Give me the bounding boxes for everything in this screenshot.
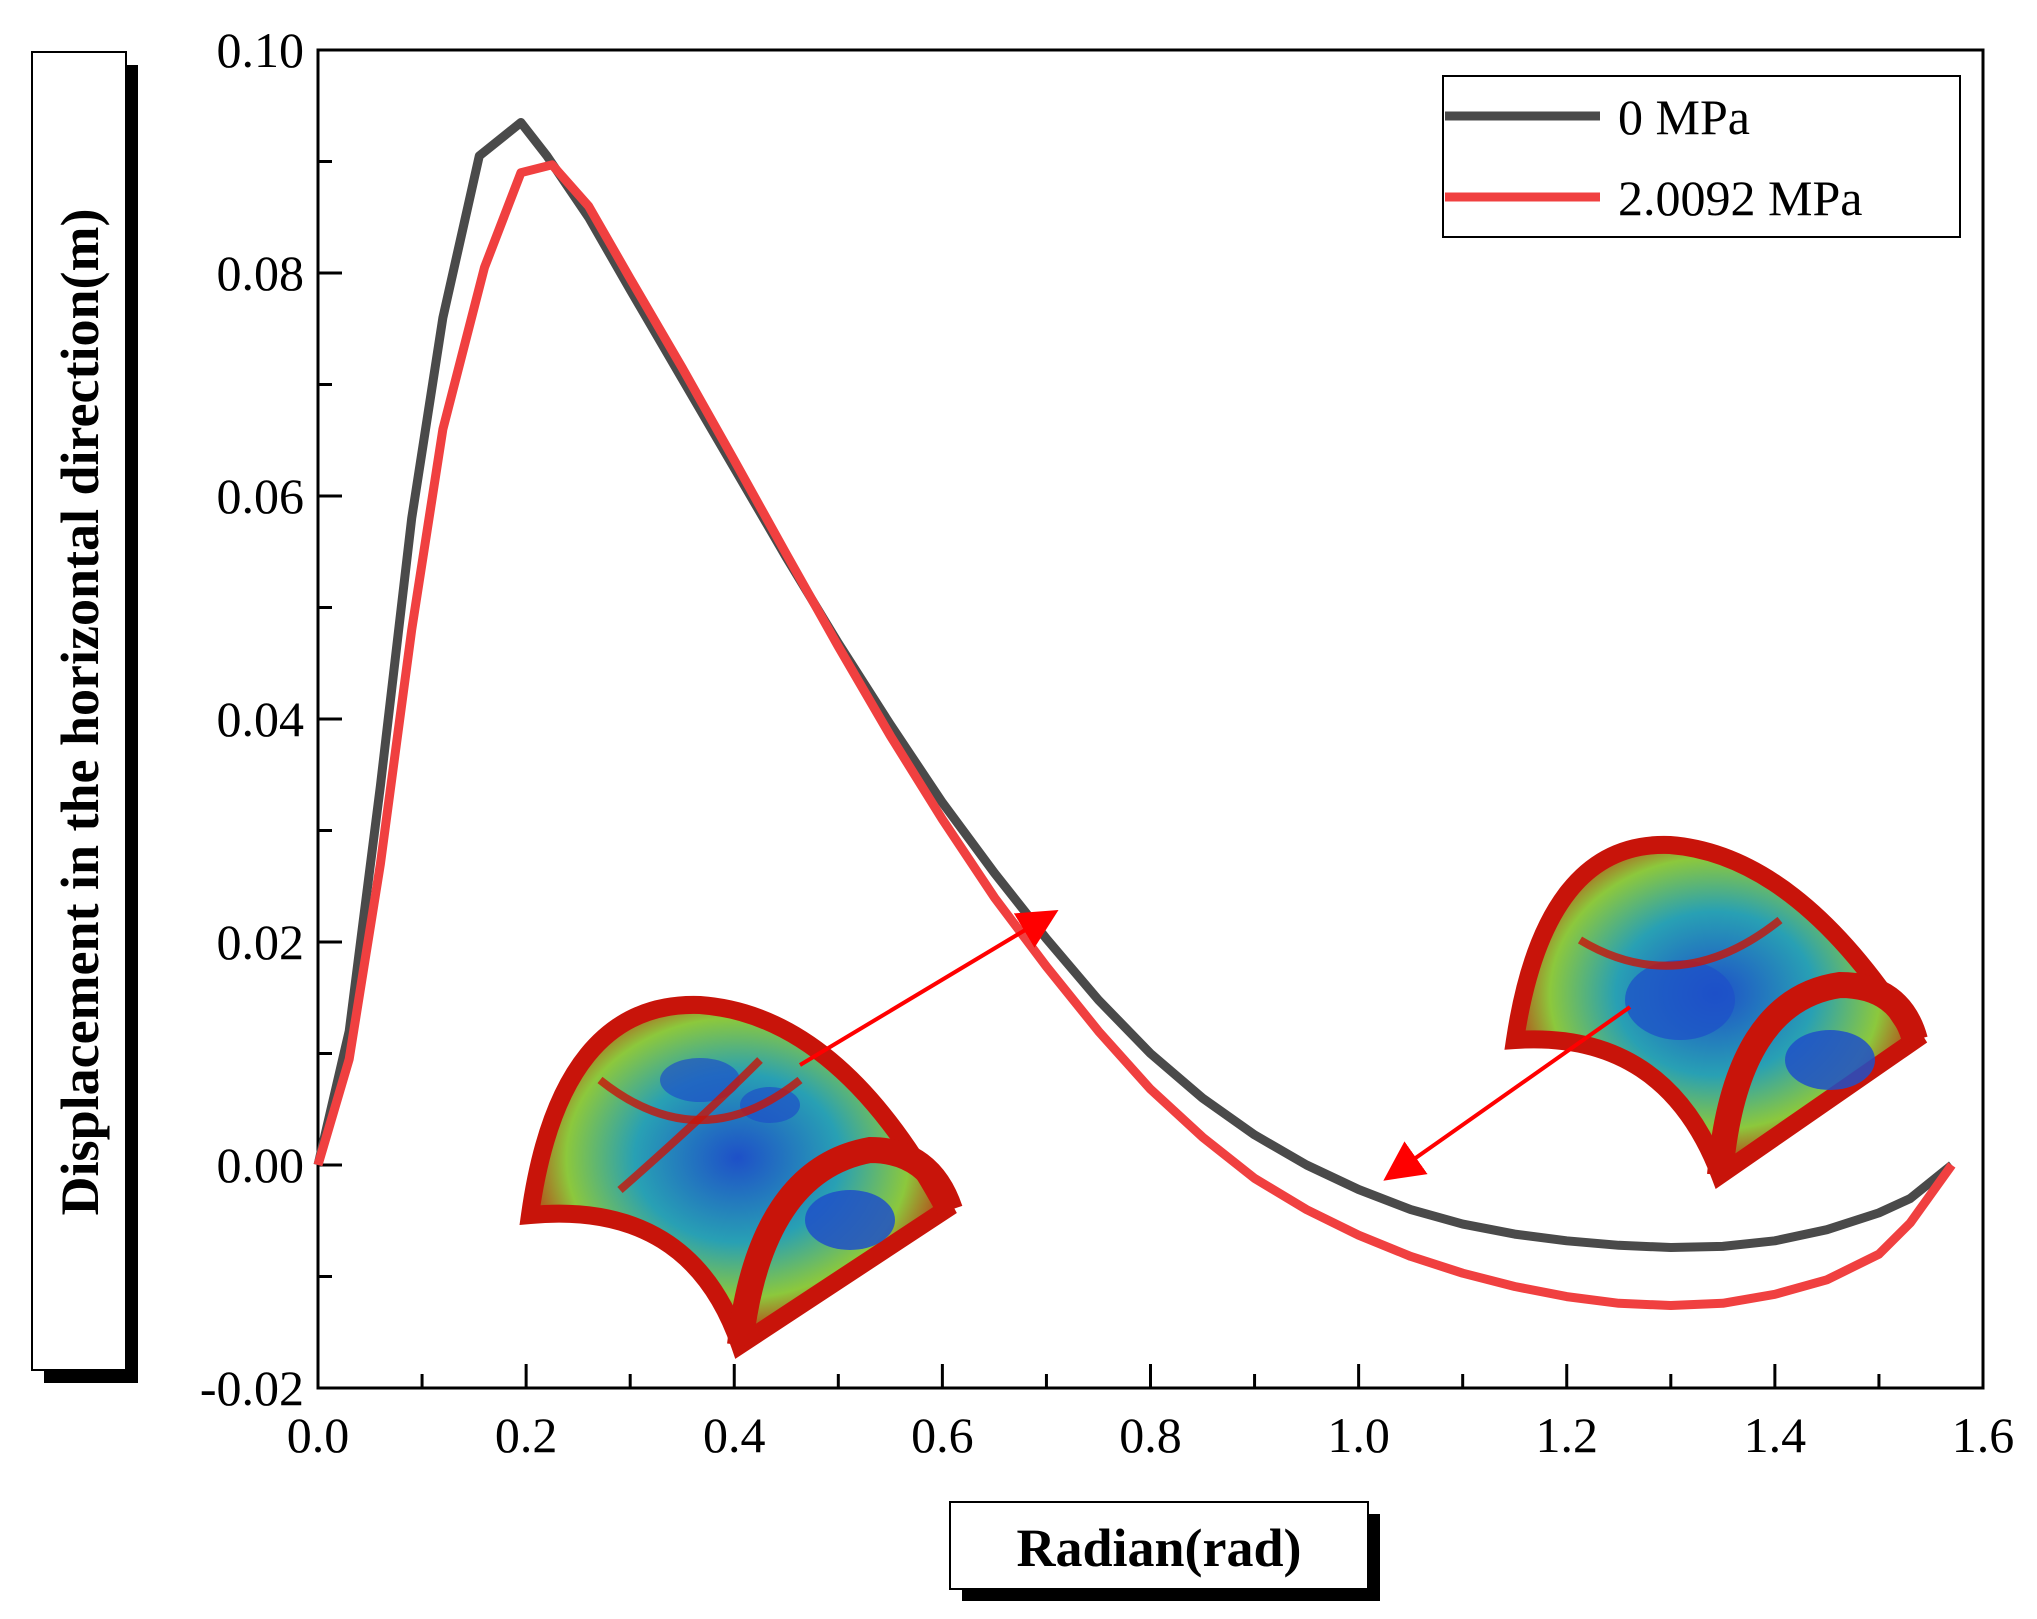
x-tick-label: 0.0 bbox=[287, 1407, 350, 1463]
y-tick-label: -0.02 bbox=[200, 1360, 304, 1416]
y-tick-label: 0.02 bbox=[217, 914, 305, 970]
x-tick-label: 1.2 bbox=[1536, 1407, 1599, 1463]
annotation-arrow-right bbox=[1383, 1005, 1632, 1181]
x-tick-label: 0.4 bbox=[703, 1407, 766, 1463]
y-axis-ticks bbox=[318, 48, 342, 1390]
x-tick-label: 1.0 bbox=[1327, 1407, 1390, 1463]
legend-box bbox=[1442, 75, 1961, 238]
y-tick-label: 0.08 bbox=[217, 245, 305, 301]
y-axis-title-text: Displacement in the horizontal direction… bbox=[50, 209, 110, 1216]
x-axis-tick-labels: 0.0 0.2 0.4 0.6 0.8 1.0 1.2 1.4 1.6 bbox=[287, 1407, 2015, 1463]
y-axis-tick-labels: -0.02 0.00 0.02 0.04 0.06 0.08 0.10 bbox=[200, 22, 304, 1416]
y-tick-label: 0.10 bbox=[217, 22, 305, 78]
x-tick-label: 1.4 bbox=[1744, 1407, 1807, 1463]
legend-label-0-mpa: 0 MPa bbox=[1618, 89, 1750, 145]
y-tick-label: 0.00 bbox=[217, 1137, 305, 1193]
series-line-2-0092-mpa bbox=[313, 160, 1956, 1310]
legend-label-2-0092-mpa: 2.0092 MPa bbox=[1618, 170, 1862, 226]
x-axis-title-text: Radian(rad) bbox=[1016, 1518, 1301, 1578]
x-axis-title: Radian(rad) bbox=[949, 1501, 1380, 1601]
x-tick-label: 0.2 bbox=[495, 1407, 558, 1463]
x-axis-ticks bbox=[316, 1364, 1985, 1388]
x-tick-label: 1.6 bbox=[1952, 1407, 2015, 1463]
inset-contour-image-left bbox=[519, 995, 963, 1359]
inset-contour-image-right bbox=[1504, 835, 1928, 1189]
y-tick-label: 0.04 bbox=[217, 691, 305, 747]
y-axis-title-box bbox=[31, 51, 127, 1371]
x-tick-label: 0.6 bbox=[911, 1407, 974, 1463]
annotation-arrow-left bbox=[798, 910, 1059, 1067]
x-tick-label: 0.8 bbox=[1119, 1407, 1182, 1463]
y-tick-label: 0.06 bbox=[217, 468, 305, 524]
series-line-0-mpa bbox=[313, 118, 1955, 1252]
y-axis-title: Displacement in the horizontal direction… bbox=[31, 51, 138, 1383]
x-axis-title-box bbox=[949, 1501, 1369, 1590]
legend: 0 MPa 2.0092 MPa bbox=[1442, 75, 1961, 238]
